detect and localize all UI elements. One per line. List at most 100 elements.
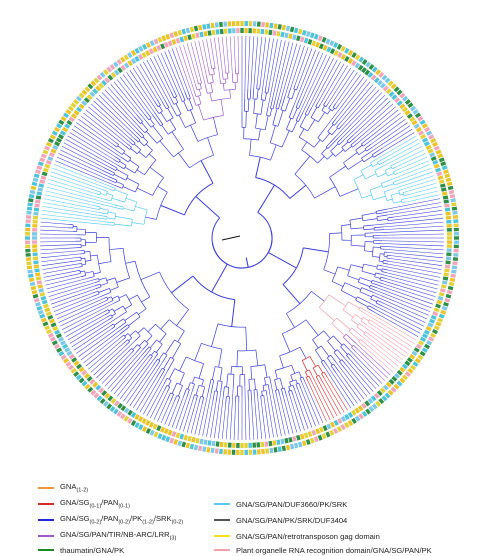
tree-branch — [374, 230, 384, 231]
ring-tile-outer — [433, 331, 437, 333]
tree-branch — [168, 108, 174, 118]
ring-tile-outer — [140, 425, 142, 429]
ring-tile-inner — [410, 118, 414, 121]
tree-branch — [302, 142, 307, 150]
ring-tile-inner — [129, 61, 132, 65]
tree-branch — [190, 125, 197, 141]
tree-branch — [283, 284, 300, 303]
tree-branch — [70, 132, 114, 159]
ring-tile-inner — [309, 40, 311, 45]
ring-tile-outer — [429, 136, 433, 138]
ring-tile-inner — [197, 33, 198, 38]
ring-tile-outer — [319, 36, 321, 41]
tree-branch — [296, 384, 298, 389]
tree-branch — [395, 150, 424, 164]
ring-tile-outer — [147, 43, 149, 47]
tree-branch — [82, 264, 86, 265]
tree-branch — [221, 99, 223, 115]
tree-branch — [368, 322, 372, 325]
ring-tile-outer — [27, 212, 32, 213]
ring-tile-inner — [103, 81, 106, 85]
tree-branch — [130, 160, 139, 167]
tree-branch — [361, 137, 370, 144]
tree-branch — [267, 395, 274, 438]
ring-tile-outer — [104, 402, 107, 406]
ring-tile-inner — [112, 73, 115, 77]
ring-tile-inner — [282, 32, 283, 37]
tree-branch — [292, 365, 295, 373]
tree-branch — [196, 396, 197, 401]
ring-tile-outer — [453, 263, 458, 264]
tree-branch — [308, 381, 326, 421]
tree-branch — [293, 108, 298, 119]
tree-branch — [268, 87, 269, 94]
tree-branch — [216, 391, 218, 401]
ring-tile-inner — [356, 63, 359, 67]
tree-branch — [268, 252, 296, 267]
tree-branch — [257, 83, 258, 89]
tree-branch — [150, 340, 157, 348]
tree-branch — [81, 258, 85, 259]
ring-tile-outer — [155, 432, 157, 437]
ring-tile-inner — [70, 118, 74, 121]
tree-branch — [139, 141, 144, 146]
ring-tile-inner — [213, 30, 214, 35]
ring-tile-outer — [446, 296, 451, 297]
tree-branch — [190, 110, 195, 123]
ring-tile-outer — [429, 338, 433, 340]
ring-tile-inner — [423, 139, 427, 141]
ring-tile-outer — [353, 53, 356, 57]
tree-branch — [199, 89, 201, 95]
ring-tile-outer — [53, 342, 57, 344]
tree-branch — [150, 390, 164, 418]
ring-tile-inner — [162, 427, 164, 432]
tree-branch — [221, 381, 222, 391]
ring-tile-inner — [444, 274, 449, 275]
ring-tile-outer — [296, 28, 297, 33]
tree-branch — [388, 220, 394, 221]
tree-branch — [405, 195, 439, 203]
ring-tile-outer — [36, 171, 41, 173]
ring-tile-inner — [446, 262, 451, 263]
tree-branch — [50, 176, 97, 191]
tree-branch — [230, 388, 233, 440]
tree-branch — [196, 385, 199, 395]
tree-branch — [40, 248, 75, 250]
ring-tile-inner — [209, 440, 210, 445]
legend-swatch — [214, 519, 230, 521]
tree-branch — [81, 276, 86, 277]
tree-branch — [291, 46, 305, 88]
tree-branch — [51, 289, 96, 305]
tree-branch — [354, 345, 359, 350]
tree-branch — [212, 324, 218, 347]
ring-tile-inner — [61, 132, 65, 135]
tree-branch — [206, 76, 208, 84]
ring-tile-inner — [428, 324, 433, 326]
tree-branch — [266, 38, 274, 86]
ring-tile-outer — [395, 88, 399, 91]
tree-branch — [115, 190, 128, 195]
ring-tile-outer — [291, 444, 292, 449]
tree-branch — [168, 387, 170, 392]
ring-tile-inner — [438, 177, 443, 178]
ring-tile-outer — [47, 331, 51, 333]
tree-branch — [176, 47, 194, 97]
ring-tile-outer — [451, 204, 456, 205]
tree-branch — [200, 84, 201, 89]
tree-branch — [324, 331, 331, 339]
tree-branch — [212, 75, 213, 83]
ring-tile-outer — [111, 407, 114, 411]
tree-branch — [227, 73, 228, 79]
tree-branch — [292, 89, 295, 98]
ring-tile-outer — [77, 376, 81, 379]
tree-branch — [116, 182, 123, 185]
tree-branch — [129, 338, 132, 341]
tree-branch — [121, 157, 129, 162]
tree-branch — [44, 271, 76, 277]
ring-tile-inner — [410, 355, 414, 358]
tree-branch — [42, 210, 98, 218]
ring-tile-inner — [426, 327, 430, 329]
ring-tile-inner — [201, 439, 202, 444]
tree-branch — [387, 273, 439, 285]
tree-branch — [230, 90, 231, 98]
